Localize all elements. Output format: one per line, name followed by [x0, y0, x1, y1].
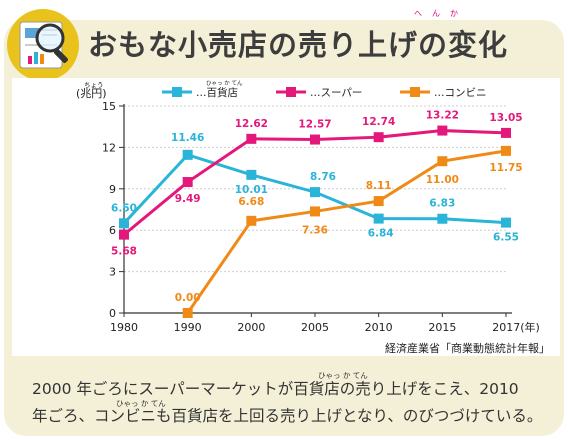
- legend-marker: [286, 87, 296, 97]
- data-label-super: 9.49: [175, 193, 201, 205]
- legend-marker: [172, 87, 182, 97]
- data-marker-department: [437, 213, 448, 224]
- data-label-super: 12.74: [362, 116, 395, 128]
- data-label-convenience: 7.36: [302, 224, 328, 236]
- data-label-department: 6.55: [493, 232, 519, 244]
- caption-line-1: 2000 年ごろにスーパーマーケットが百貨店の売り上げをこえ、2010: [32, 380, 519, 398]
- legend-ruby: ひゃっ か てん: [206, 80, 243, 87]
- series-line-convenience: [186, 149, 507, 314]
- y-axis-label: (兆円): [76, 87, 107, 100]
- x-tick-label: 2005: [301, 321, 329, 334]
- data-label-department: 6.83: [429, 198, 455, 210]
- data-marker-super: [437, 125, 448, 136]
- data-marker-super: [246, 133, 257, 144]
- data-label-convenience: 11.00: [426, 174, 459, 186]
- y-axis-label-ruby: ちょう: [84, 81, 104, 89]
- y-tick-label: 15: [102, 100, 116, 113]
- data-marker-convenience: [310, 206, 320, 217]
- data-marker-department: [501, 217, 511, 228]
- data-marker-department: [119, 218, 129, 229]
- page-title: おもな小売店の売り上げの変化: [88, 28, 509, 62]
- y-tick-label: 12: [102, 141, 116, 154]
- data-marker-super: [373, 132, 384, 143]
- data-marker-convenience: [501, 145, 511, 156]
- data-label-super: 12.57: [298, 119, 331, 131]
- legend-label: …百貨店: [196, 86, 238, 99]
- data-label-department: 6.84: [368, 228, 394, 240]
- caption-line-2: 年ごろ、コンビニも百貨店を上回る売り上げとなり、のびつづけている。: [32, 407, 543, 425]
- data-label-super: 12.62: [235, 118, 268, 130]
- x-tick-label: 2015: [428, 321, 456, 334]
- data-marker-convenience: [437, 156, 448, 167]
- y-tick-label: 6: [109, 224, 116, 237]
- data-label-convenience: 0.00: [175, 292, 201, 304]
- data-label-convenience: 8.11: [366, 180, 392, 192]
- x-tick-label: 1990: [174, 321, 202, 334]
- data-label-convenience: 11.75: [489, 162, 522, 174]
- magnifier-chart-icon: [7, 9, 79, 81]
- y-tick-label: 0: [109, 307, 116, 320]
- x-tick-label: 1980: [110, 321, 138, 334]
- title-ruby: へんか: [414, 9, 468, 18]
- data-label-department: 11.46: [171, 132, 204, 144]
- data-marker-department: [246, 169, 257, 180]
- data-marker-convenience: [246, 215, 257, 226]
- x-tick-label: 2000: [237, 321, 265, 334]
- data-marker-convenience: [182, 308, 193, 318]
- data-marker-super: [119, 229, 129, 240]
- line-chart: 0 3 6 9 12 15(兆円)ちょう 1980 1990 2000 2005 2010 2015 2…: [76, 80, 540, 334]
- legend-label: …コンビニ: [434, 87, 487, 99]
- data-label-department: 8.76: [310, 171, 336, 183]
- data-marker-super: [310, 134, 320, 145]
- data-label-super: 13.05: [489, 112, 522, 124]
- data-marker-super: [182, 177, 193, 188]
- data-marker-department: [310, 187, 320, 198]
- legend-marker: [410, 87, 420, 97]
- legend-label: …スーパー: [310, 87, 362, 99]
- data-label-department: 6.50: [111, 202, 137, 214]
- data-label-super: 5.68: [111, 246, 137, 258]
- x-tick-label: 2017(年): [492, 320, 540, 334]
- data-marker-department: [182, 149, 193, 160]
- data-marker-convenience: [373, 196, 384, 207]
- source-note: 経済産業省「商業動態統計年報」: [385, 342, 550, 355]
- x-tick-label: 2010: [365, 321, 393, 334]
- data-label-super: 13.22: [426, 110, 459, 122]
- data-label-convenience: 6.68: [238, 196, 264, 208]
- chart-card: 0 3 6 9 12 15 (兆円) ちょう 1980 1990 2000 2005 2010 2015 2…: [12, 78, 560, 356]
- y-tick-label: 9: [109, 183, 116, 196]
- data-label-department: 10.01: [235, 184, 268, 196]
- data-marker-super: [501, 127, 511, 138]
- y-tick-label: 3: [109, 266, 116, 279]
- caption: 2000 年ごろにスーパーマーケットが百貨店の売り上げをこえ、2010 年ごろ、…: [32, 376, 552, 430]
- data-marker-department: [373, 213, 384, 224]
